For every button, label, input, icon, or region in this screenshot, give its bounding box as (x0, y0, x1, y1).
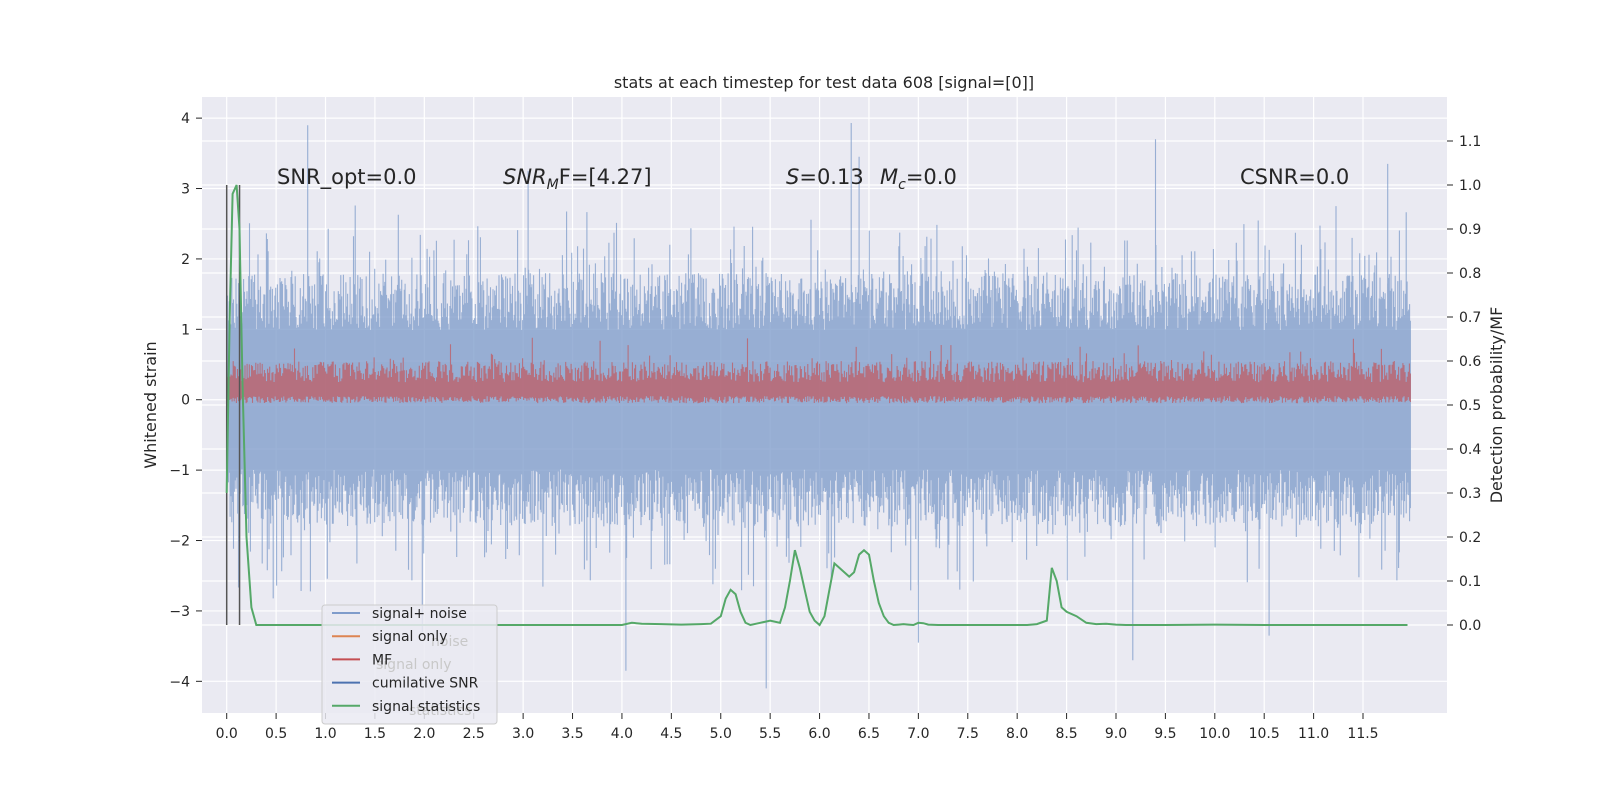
x-tick-label-0: 0.0 (216, 726, 238, 742)
legend-ghost-text-1: noise (431, 634, 468, 650)
x-tick-label-4: 2.0 (413, 726, 435, 742)
annotation-snr-mf-name: SNR (503, 165, 547, 189)
y-tick-label-right-8: 0.8 (1459, 266, 1481, 282)
y-tick-label-right-5: 0.5 (1459, 398, 1481, 414)
x-tick-label-20: 10.0 (1199, 726, 1230, 742)
y-tick-label-left-4: 0 (181, 393, 190, 409)
y-tick-label-left-6: 2 (181, 252, 190, 268)
y-tick-label-right-0: 0.0 (1459, 618, 1481, 634)
annotation-s-value: =0.13 (799, 165, 863, 189)
legend-box (321, 604, 498, 725)
x-tick-label-8: 4.0 (611, 726, 633, 742)
x-tick-label-11: 5.5 (759, 726, 781, 742)
y-tick-label-left-1: −3 (169, 604, 190, 620)
annotation-snr-opt: SNR_opt=0.0 (277, 165, 417, 190)
annotation-snr-mf-sub: M (547, 177, 559, 193)
x-tick-label-3: 1.5 (364, 726, 386, 742)
x-tick-label-9: 4.5 (660, 726, 682, 742)
x-ticks: 0.0 0.5 1.0 1.5 2.0 2.5 3.0 3.5 4.0 4.5 5.0 5.5 6.0 6… (216, 713, 1379, 742)
annotation-snr-mf-rest: F=[4.27] (559, 165, 652, 189)
legend-label-1: signal only (372, 629, 447, 645)
y-tick-label-left-0: −4 (169, 674, 190, 690)
annotation-mc-name: M (880, 165, 898, 189)
y-tick-label-right-1: 0.1 (1459, 574, 1481, 590)
y-tick-label-left-5: 1 (181, 322, 190, 338)
y-tick-label-left-7: 3 (181, 182, 190, 198)
x-tick-label-5: 2.5 (463, 726, 485, 742)
x-tick-label-21: 10.5 (1249, 726, 1280, 742)
y-axis-label-left: Whitened strain (141, 341, 160, 468)
y-tick-label-right-3: 0.3 (1459, 486, 1481, 502)
legend-ghost-text-2: signal only (376, 657, 451, 673)
x-tick-label-14: 7.0 (907, 726, 929, 742)
x-tick-label-22: 11.0 (1298, 726, 1329, 742)
annotation-csnr: CSNR=0.0 (1240, 165, 1349, 189)
annotation-mc-sub: c (898, 177, 906, 193)
x-tick-label-13: 6.5 (858, 726, 880, 742)
y-ticks-right: 0.0 0.1 0.2 0.3 0.4 0.5 0.6 0.7 0.8 0.9 1.0 1.1 (1447, 134, 1481, 634)
y-ticks-left: −4 −3 −2 −1 0 1 2 3 4 (169, 111, 202, 690)
x-tick-label-15: 7.5 (957, 726, 979, 742)
legend-label-3: cumilative SNR (372, 676, 479, 692)
annotation-s-name: S (786, 165, 799, 189)
y-tick-label-right-9: 0.9 (1459, 222, 1481, 238)
annotation-snr-mf: SNRMF=[4.27] (503, 165, 652, 193)
x-tick-label-6: 3.0 (512, 726, 534, 742)
y-tick-label-right-6: 0.6 (1459, 354, 1481, 370)
x-tick-label-18: 9.0 (1105, 726, 1127, 742)
annotation-mc-value: =0.0 (906, 165, 957, 189)
y-tick-label-right-7: 0.7 (1459, 310, 1481, 326)
x-tick-label-7: 3.5 (561, 726, 583, 742)
y-tick-label-left-3: −1 (169, 463, 190, 479)
x-tick-label-17: 8.5 (1055, 726, 1077, 742)
legend-label-0: signal+ noise (372, 606, 467, 622)
y-tick-label-right-10: 1.0 (1459, 178, 1481, 194)
x-tick-label-23: 11.5 (1347, 726, 1378, 742)
annotation-mc: Mc=0.0 (880, 165, 957, 193)
chart-title: stats at each timestep for test data 608… (614, 73, 1034, 92)
x-tick-label-10: 5.0 (710, 726, 732, 742)
y-tick-label-left-2: −2 (169, 534, 190, 550)
x-tick-label-1: 0.5 (265, 726, 287, 742)
x-tick-label-19: 9.5 (1154, 726, 1176, 742)
y-tick-label-right-11: 1.1 (1459, 134, 1481, 150)
y-axis-label-right: Detection probability/MF (1487, 307, 1506, 504)
x-tick-label-16: 8.0 (1006, 726, 1028, 742)
y-tick-label-right-4: 0.4 (1459, 442, 1481, 458)
series-signal-statistics (225, 184, 1408, 627)
legend-label-4: signal statistics (372, 699, 480, 715)
y-tick-label-left-8: 4 (181, 111, 190, 127)
legend: noise signal only statistics signal+ noi… (321, 604, 498, 725)
annotation-s: S=0.13 (786, 165, 864, 189)
legend-label-2: MF (372, 652, 392, 668)
legend-ghost-text-3: statistics (409, 703, 471, 719)
series-layer (225, 123, 1411, 689)
y-tick-label-right-2: 0.2 (1459, 530, 1481, 546)
x-tick-label-2: 1.0 (314, 726, 336, 742)
annotations: SNR_opt=0.0 SNRMF=[4.27] S=0.13 Mc=0.0 C… (277, 165, 1349, 193)
x-tick-label-12: 6.0 (808, 726, 830, 742)
